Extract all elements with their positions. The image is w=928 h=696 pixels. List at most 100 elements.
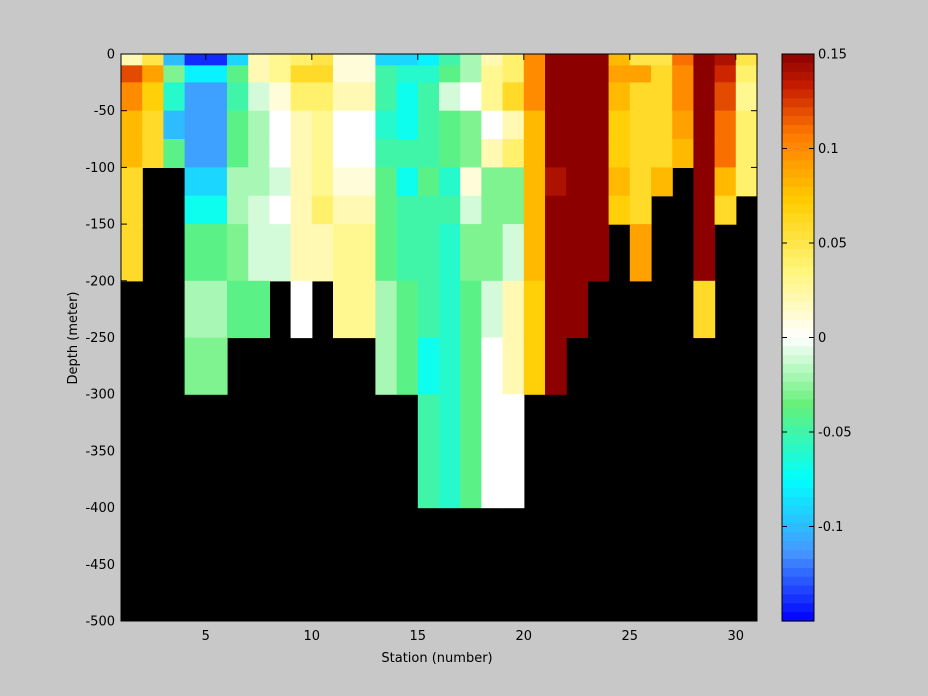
heatmap-cell — [460, 394, 482, 509]
heatmap-cell — [227, 195, 249, 225]
heatmap-cell — [735, 110, 758, 140]
colorbar-ticks: 0.15 0.1 0.05 0 -0.05 -0.1 — [782, 48, 852, 535]
colorbar-swatch — [782, 364, 814, 374]
heatmap-cells — [121, 54, 758, 509]
y-axis-label: Depth (meter) — [66, 292, 81, 385]
heatmap-cell — [651, 139, 673, 168]
heatmap-cell — [375, 139, 398, 168]
heatmap-cell — [375, 54, 398, 66]
heatmap-cell — [269, 110, 292, 140]
heatmap-cell — [121, 167, 143, 197]
heatmap-cell — [205, 65, 228, 83]
heatmap-cell — [566, 65, 588, 83]
heatmap-cell — [502, 224, 525, 282]
heatmap-cell — [545, 110, 567, 140]
heatmap-cell — [672, 139, 694, 168]
colorbar-swatch — [782, 452, 814, 463]
colorbar-swatch — [782, 284, 814, 294]
y-tick-label: -500 — [85, 615, 115, 630]
heatmap-cell — [608, 167, 631, 197]
heatmap-cell — [396, 195, 419, 225]
heatmap-cell — [545, 139, 567, 168]
heatmap-cell — [523, 167, 546, 197]
heatmap-cell — [545, 65, 567, 83]
heatmap-cell — [417, 224, 440, 282]
x-tick-label: 15 — [410, 629, 427, 644]
colorbar-swatch — [782, 372, 814, 383]
heatmap-cell — [714, 54, 737, 66]
heatmap-cell — [290, 54, 313, 66]
heatmap-cell — [481, 337, 504, 395]
heatmap-cell — [375, 65, 398, 83]
colorbar-swatch — [782, 133, 814, 144]
x-tick-label: 20 — [516, 629, 533, 644]
heatmap-cell — [439, 82, 461, 112]
heatmap-cell — [481, 224, 504, 282]
heatmap-cell — [502, 110, 525, 140]
heatmap-cell — [566, 167, 588, 197]
heatmap-cell — [290, 280, 313, 339]
heatmap-cell — [523, 54, 546, 66]
heatmap-cell — [608, 195, 631, 225]
heatmap-cell — [714, 167, 737, 197]
heatmap-cell — [502, 337, 525, 395]
heatmap-cell — [460, 167, 482, 197]
heatmap-cell — [205, 167, 228, 197]
colorbar-swatch — [782, 169, 814, 179]
heatmap-cell — [121, 139, 143, 168]
heatmap-cell — [481, 280, 504, 339]
heatmap-cell — [184, 82, 207, 112]
heatmap-cell — [290, 195, 313, 225]
colorbar-tick-label: 0.1 — [818, 142, 839, 157]
heatmap-cell — [417, 139, 440, 168]
heatmap-cell — [439, 280, 461, 339]
heatmap-cell — [354, 82, 376, 112]
heatmap-cell — [417, 337, 440, 395]
heatmap-cell — [523, 82, 546, 112]
heatmap-cell — [672, 54, 694, 66]
heatmap-cell — [693, 224, 716, 282]
heatmap-cell — [460, 224, 482, 282]
heatmap-cell — [714, 195, 737, 225]
heatmap-cell — [481, 195, 504, 225]
heatmap-cell — [205, 54, 228, 66]
colorbar-swatch — [782, 461, 814, 471]
heatmap-cell — [184, 280, 207, 339]
heatmap-cell — [693, 280, 716, 339]
heatmap-cell — [269, 167, 292, 197]
colorbar-swatch — [782, 470, 814, 480]
heatmap-cell — [545, 54, 567, 66]
heatmap-cell — [545, 82, 567, 112]
heatmap-cell — [587, 110, 610, 140]
heatmap-cell — [227, 82, 249, 112]
heatmap-cell — [205, 110, 228, 140]
heatmap-cell — [523, 139, 546, 168]
heatmap-cell — [163, 139, 186, 168]
colorbar-swatch — [782, 160, 814, 170]
heatmap-cell — [333, 167, 355, 197]
colorbar-swatch — [782, 80, 814, 91]
heatmap-cell — [481, 139, 504, 168]
colorbar-swatch — [782, 124, 814, 135]
y-tick-label: -200 — [85, 274, 115, 289]
x-axis: 5 10 15 20 25 30 — [202, 54, 744, 644]
colorbar-swatch — [782, 355, 814, 365]
heatmap-cell — [523, 280, 546, 339]
heatmap-cell — [502, 280, 525, 339]
y-tick-label: -150 — [85, 218, 115, 233]
y-axis: 0 -50 -100 -150 -200 -250 -300 -350 -400 -450 -500 — [85, 48, 757, 630]
colorbar-swatch — [782, 434, 814, 445]
heatmap-cell — [142, 82, 164, 112]
heatmap-cell — [375, 224, 398, 282]
colorbar-swatch — [782, 116, 814, 126]
heatmap-cell — [735, 54, 758, 66]
heatmap-cell — [481, 65, 504, 83]
heatmap-cell — [608, 54, 631, 66]
heatmap-cell — [248, 110, 270, 140]
colorbar-swatch — [782, 89, 814, 99]
colorbar-swatch — [782, 186, 814, 197]
heatmap-cell — [545, 280, 567, 339]
heatmap-cell — [121, 110, 143, 140]
colorbar-tick-label: 0.05 — [818, 237, 847, 252]
heatmap-cell — [460, 65, 482, 83]
